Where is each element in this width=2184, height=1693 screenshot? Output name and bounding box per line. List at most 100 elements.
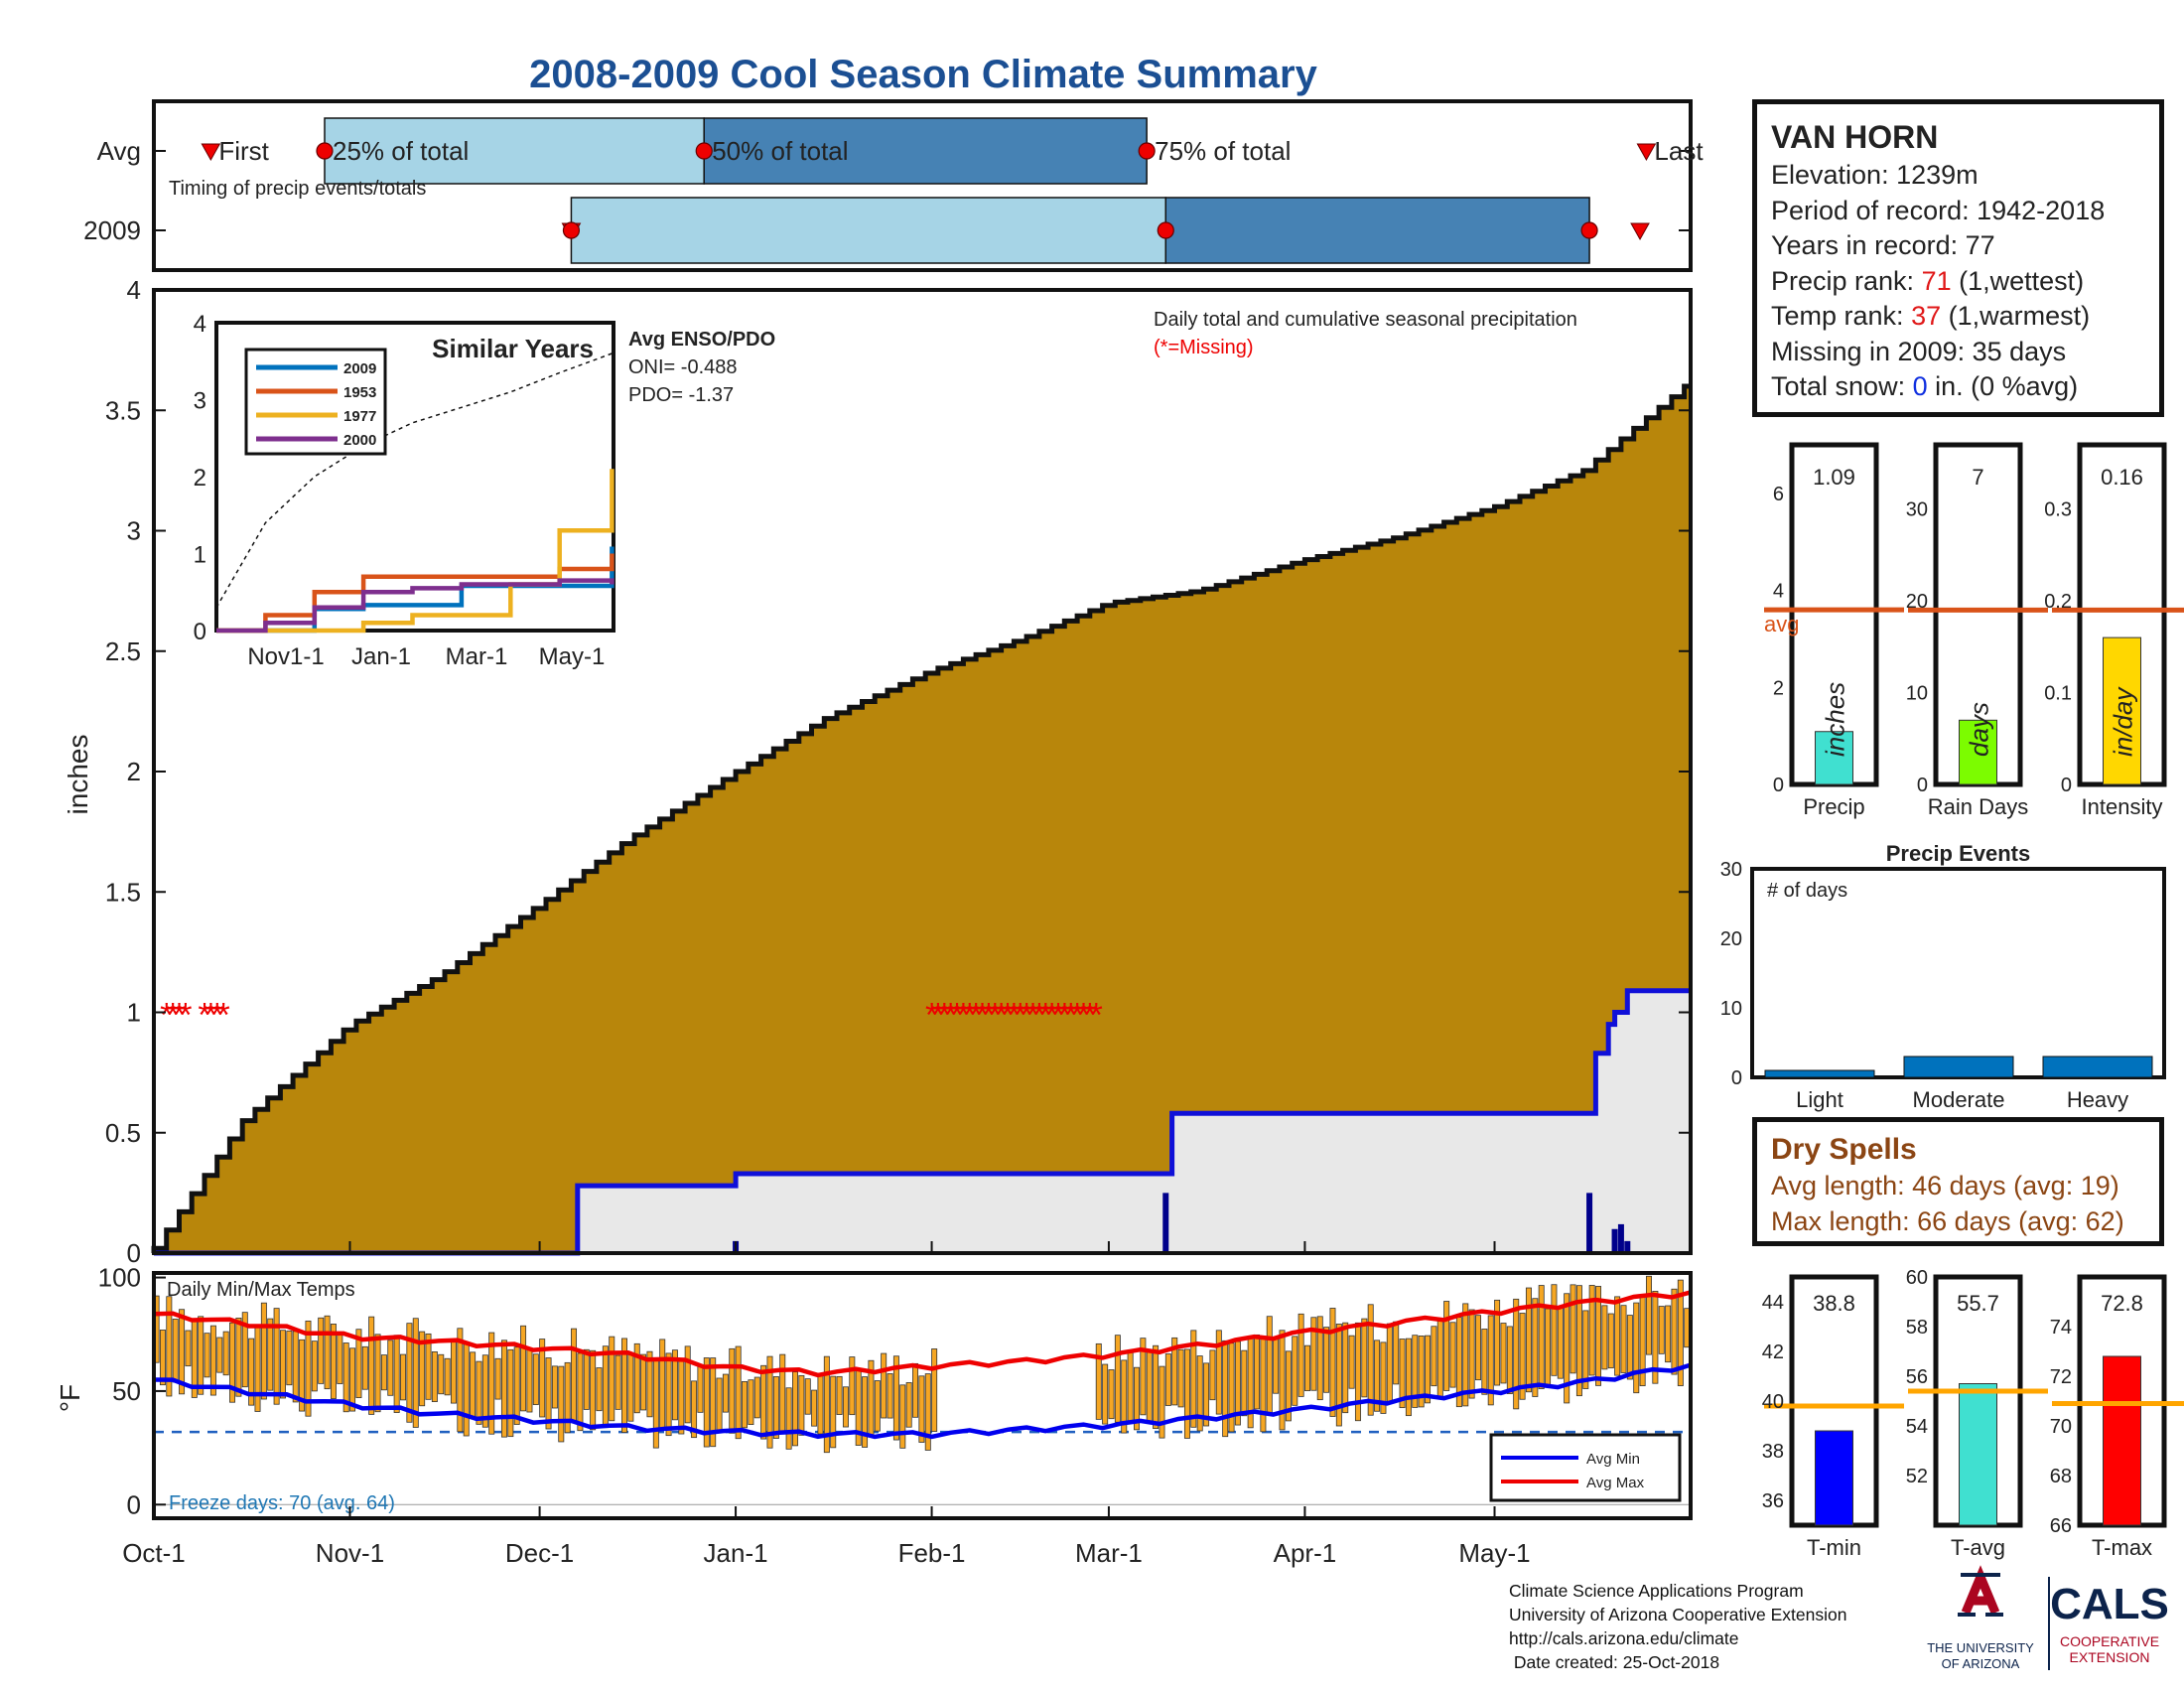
daily-temp-range-bar: [1620, 1305, 1627, 1373]
avg-max-temp-line: [153, 1290, 1692, 1378]
missing-day-marker: *: [1039, 997, 1052, 1035]
daily-temp-range-bar: [710, 1357, 717, 1448]
precip-bar-value-label: 1.09: [1813, 465, 1855, 490]
missing-day-marker: *: [179, 997, 192, 1035]
daily-temp-range-bar: [1418, 1336, 1425, 1408]
daily-temp-range-bar: [305, 1320, 312, 1417]
daily-temp-range-bar: [1525, 1287, 1532, 1393]
precip-events-bar: [1764, 1069, 1875, 1078]
dry-spells-title: Dry Spells: [1771, 1133, 1917, 1166]
precip-bar-avg-label: avg: [1764, 612, 1799, 636]
temp-bar-value: [1815, 1430, 1853, 1526]
credits-line-3[interactable]: http://cals.arizona.edu/climate: [1509, 1628, 1739, 1648]
missing-day-marker: *: [925, 997, 938, 1035]
precip-events-title: Precip Events: [1886, 841, 2031, 866]
temp-bar-ytick: 40: [1762, 1391, 1784, 1413]
daily-temp-range-bar: [811, 1389, 818, 1427]
daily-temp-range-bar: [1570, 1284, 1576, 1374]
daily-temp-range-bar: [280, 1330, 286, 1399]
daily-precip-bar: [1611, 1228, 1618, 1253]
daily-temp-range-bar: [874, 1380, 881, 1432]
daily-temp-range-bar: [1254, 1334, 1261, 1410]
temp-bar-ytick: 52: [1906, 1466, 1928, 1487]
missing-day-marker: *: [950, 997, 963, 1035]
daily-temp-range-bar: [1127, 1349, 1134, 1424]
precip-events-category: Heavy: [2067, 1087, 2128, 1112]
daily-temp-range-bar: [380, 1354, 387, 1391]
timing-box-upper-2009: [1164, 197, 1590, 264]
missing-day-marker: *: [976, 997, 989, 1035]
daily-temp-range-bar: [1292, 1336, 1298, 1406]
temp-ytick-label: 50: [112, 1376, 141, 1406]
station-name: VAN HORN: [1771, 119, 1939, 155]
precip-events-ytick: 20: [1720, 928, 1742, 950]
missing-day-marker: *: [1064, 997, 1077, 1035]
period-value: 1942-2018: [1977, 195, 2106, 225]
daily-temp-range-bar: [609, 1336, 615, 1422]
precip-bar-category-label: Rain Days: [1928, 794, 2028, 819]
daily-temp-range-bar: [235, 1318, 242, 1397]
missing-value: 35 days: [1972, 336, 2067, 366]
timing-box-lower-avg: [324, 117, 705, 185]
daily-temp-range-bar: [1551, 1284, 1558, 1376]
daily-temp-range-bar: [1380, 1341, 1387, 1414]
daily-temp-range-bar: [318, 1317, 325, 1384]
daily-temp-range-bar: [748, 1379, 754, 1426]
daily-temp-range-bar: [1203, 1362, 1210, 1427]
missing-line: Missing in 2009: 35 days: [1771, 335, 2145, 370]
temp-bar-ytick: 36: [1762, 1490, 1784, 1512]
daily-temp-range-bar: [665, 1352, 672, 1437]
similar-years-line-1977: [216, 469, 614, 634]
precip-bar-unit-label: inches: [1821, 682, 1850, 757]
daily-temp-range-bar: [804, 1378, 811, 1415]
temp-rank-note: (1,warmest): [1941, 301, 2091, 331]
daily-temp-range-bar: [766, 1355, 773, 1449]
timing-label-25: 25% of total: [333, 136, 469, 166]
daily-temp-range-bar: [476, 1360, 482, 1425]
missing-day-marker: *: [1001, 997, 1014, 1035]
daily-temp-range-bar: [551, 1365, 558, 1409]
daily-temp-range-bar: [1538, 1285, 1545, 1389]
daily-temp-range-bar: [1575, 1285, 1582, 1397]
precip-events-frame: [1750, 867, 2166, 1079]
daily-temp-range-bar: [1146, 1348, 1153, 1424]
precip-ytick-label: 3: [127, 516, 141, 546]
missing-day-marker: *: [931, 997, 944, 1035]
daily-temp-range-bar: [494, 1357, 501, 1400]
precip-ytick-label: 1.5: [105, 877, 141, 907]
daily-temp-range-bar: [229, 1322, 236, 1403]
temp-rank-label: Temp rank:: [1771, 301, 1912, 331]
daily-temp-range-bar: [899, 1384, 906, 1449]
similar-xtick-label: Mar-1: [446, 643, 508, 670]
daily-temp-range-bar: [1607, 1313, 1614, 1369]
credits-line-2: University of Arizona Cooperative Extens…: [1509, 1605, 1847, 1624]
timing-row-label-avg: Avg: [97, 136, 141, 166]
missing-day-marker: *: [198, 997, 210, 1035]
daily-temp-range-bar: [564, 1361, 571, 1434]
temp-bar-ytick: 42: [1762, 1341, 1784, 1363]
period-line: Period of record: 1942-2018: [1771, 194, 2145, 229]
precip-bar-ytick: 0: [1773, 775, 1784, 796]
daily-temp-range-bar: [887, 1373, 893, 1419]
snow-value: 0: [1912, 371, 1928, 401]
similar-years-avg-line: [215, 353, 613, 609]
daily-temp-range-bar: [1260, 1338, 1267, 1433]
ua-logo-line-2: OF ARIZONA: [1942, 1656, 2020, 1671]
daily-temp-range-bar: [760, 1364, 767, 1440]
daily-temp-range-bar: [1374, 1340, 1381, 1412]
daily-temp-range-bar: [646, 1350, 653, 1418]
daily-temp-range-bar: [159, 1330, 166, 1386]
similar-ytick-label: 1: [194, 542, 206, 569]
xtick-label: Nov-1: [316, 1538, 384, 1568]
daily-temp-range-bar: [204, 1333, 210, 1378]
missing-day-marker: *: [944, 997, 957, 1035]
precip-ytick-label: 1: [127, 998, 141, 1028]
precip-events-ylabel: # of days: [1767, 880, 1847, 902]
timing-label-first: First: [218, 136, 269, 166]
daily-temp-range-bar: [532, 1353, 539, 1405]
daily-temp-range-bar: [1519, 1313, 1526, 1400]
xtick-label: Feb-1: [898, 1538, 966, 1568]
daily-temp-range-bar: [387, 1340, 394, 1396]
